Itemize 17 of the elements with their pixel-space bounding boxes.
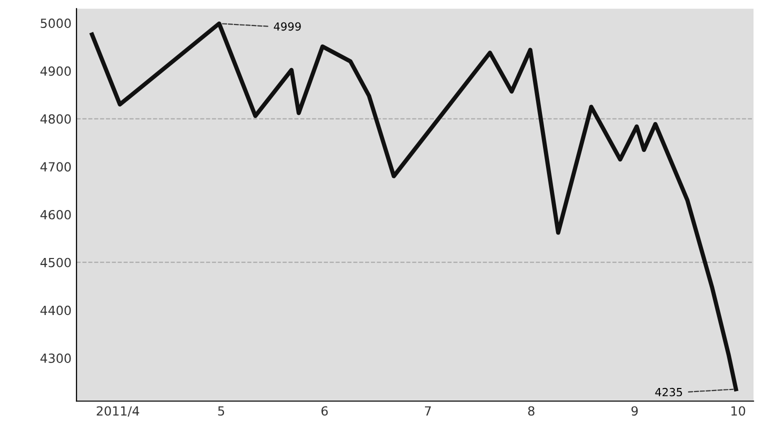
y-tick-label: 4800 — [40, 114, 71, 124]
y-tick-label: 4600 — [40, 210, 71, 220]
x-tick-label: 5 — [218, 406, 224, 416]
y-tick-label: 5000 — [40, 18, 71, 28]
x-tick-label: 7 — [424, 406, 431, 416]
y-tick-label: 4700 — [40, 162, 71, 172]
y-tick-label: 4500 — [40, 258, 71, 268]
y-tick-label: 4900 — [40, 66, 71, 76]
x-tick-label: 8 — [528, 406, 534, 416]
x-tick-label: 9 — [631, 406, 638, 416]
x-tick-label: 6 — [321, 406, 328, 416]
annotation: 4999 — [274, 22, 301, 31]
annotation: 4235 — [655, 388, 682, 396]
y-tick-label: 4400 — [40, 306, 71, 316]
x-tick-label: 10 — [731, 406, 746, 416]
y-tick-label: 4300 — [40, 354, 71, 363]
x-tick-label: 2011/4 — [96, 406, 140, 417]
